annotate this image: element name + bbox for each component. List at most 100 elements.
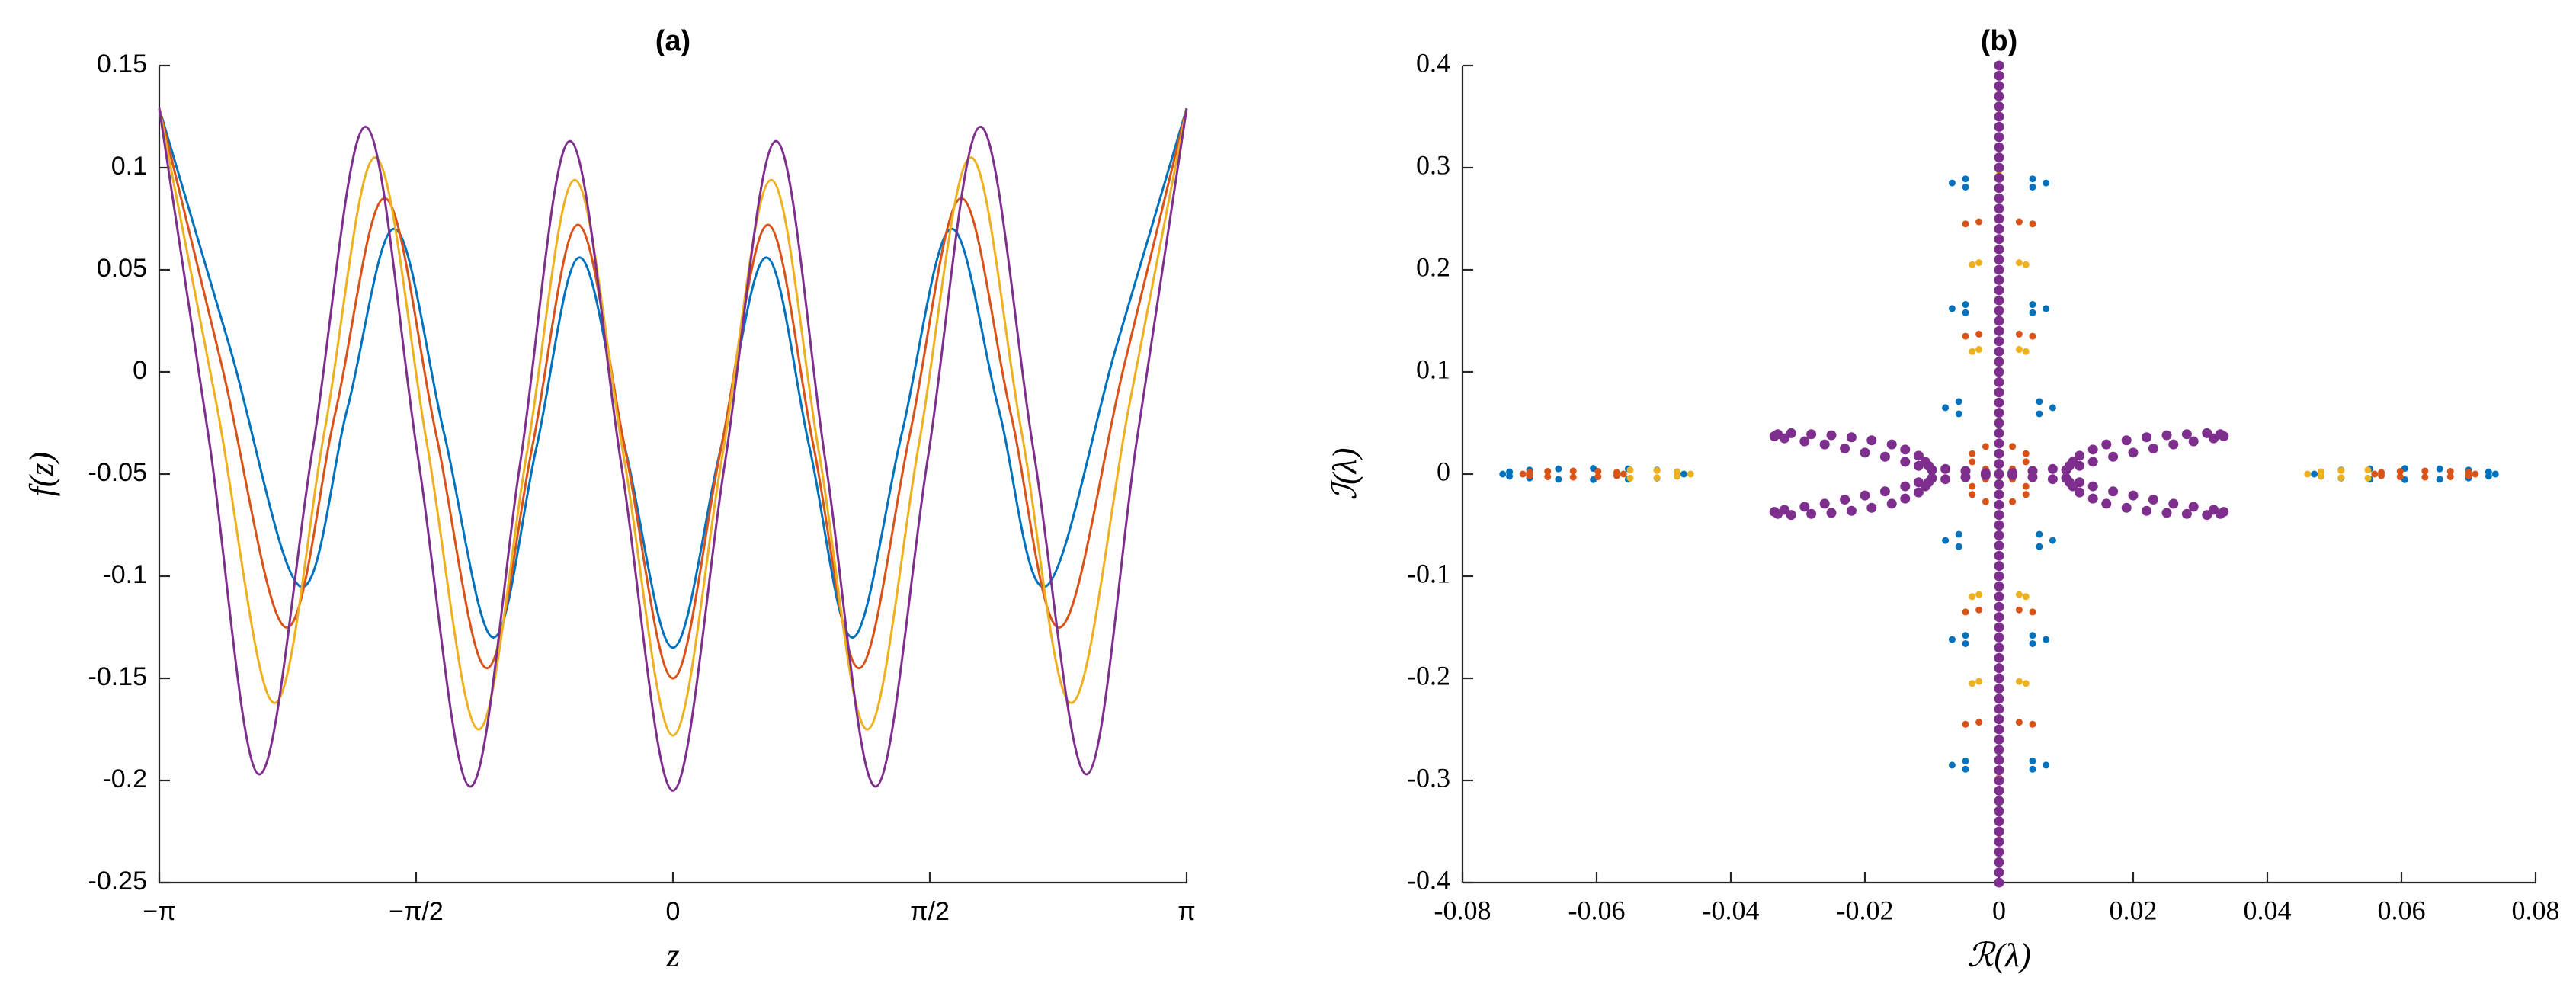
scatter-point [1962,309,1969,316]
scatter-point [2022,680,2030,687]
scatter-point [2075,487,2085,498]
scatter-point [2009,498,2017,505]
scatter-point [1994,775,2004,786]
scatter-point [2029,720,2036,728]
scatter-point [1866,502,1877,513]
scatter-point [2181,508,2192,519]
scatter-point [1626,466,1634,474]
scatter-point [2049,404,2056,412]
scatter-point [1994,285,2004,296]
scatter-point [1994,336,2004,347]
scatter-point [1994,274,2004,285]
scatter-point [1879,451,1890,462]
scatter-point [2188,502,2199,512]
scatter-point [2061,473,2071,483]
scatter-point [1994,132,2004,143]
scatter-point [1769,431,1780,441]
scatter-point [1913,487,1924,498]
scatter-point [1913,477,1924,488]
scatter-point [1994,264,2004,275]
scatter-point [2148,444,2158,453]
scatter-point [2027,472,2038,482]
chart-title: (b) [1981,25,2018,57]
chart-panel: (a) z f(z) −π −π/2 0 π/2 π -0.25 -0.2 -0.15 -0.1 -0.… [23,25,1196,974]
scatter-point [1994,550,2004,561]
scatter-point [2202,428,2212,438]
scatter-point [1969,450,1976,457]
y-tick-label: -0.25 [88,867,148,896]
scatter-point [1994,847,2004,857]
scatter-point [2029,639,2036,647]
scatter-point [1994,703,2004,714]
scatter-point [1942,404,1950,412]
scatter-point [2465,472,2472,479]
scatter-point [2029,765,2036,773]
scatter-point [1955,398,1962,405]
scatter-point [1994,785,2004,796]
scatter-point [1994,530,2004,540]
scatter-point [1994,162,2004,173]
scatter-point [2101,498,2112,509]
scatter-point [2029,632,2036,639]
scatter-point [1994,387,2004,398]
scatter-point [1994,448,2004,459]
scatter-point [1994,591,2004,602]
scatter-point [2446,468,2454,476]
scatter-point [1975,259,1983,267]
y-axis-label: f(z) [23,452,60,497]
scatter-point [2029,183,2036,191]
scatter-point [2128,447,2139,458]
scatter-point [1994,867,2004,878]
y-tick-label: 0.1 [111,152,147,181]
data-line [158,107,1188,649]
scatter-point [1806,429,1817,440]
scatter-point [1879,486,1890,497]
scatter-point [2142,432,2152,443]
scatter-point [1955,543,1962,550]
scatter-point [1994,499,2004,510]
scatter-point [1975,346,1983,354]
scatter-point [1886,498,1897,509]
scatter-point [1994,571,2004,582]
scatter-point [2472,470,2479,478]
scatter-point [2396,473,2404,480]
scatter-point [2075,460,2085,471]
scatter-point [1962,301,1969,309]
scatter-point [2029,758,2036,765]
scatter-point [1994,796,2004,806]
y-tick-label: 0.3 [1416,149,1450,180]
scatter-point [1994,244,2004,255]
scatter-point [1942,537,1950,544]
scatter-point [1900,444,1911,455]
y-tick-label: -0.1 [1407,558,1450,588]
scatter-point [1994,377,2004,387]
scatter-point [2029,608,2036,616]
scatter-point [2043,636,2050,643]
scatter-point [1613,472,1620,479]
scatter-point [1994,121,2004,132]
scatter-point [2022,450,2030,457]
scatter-point [1927,465,1937,476]
scatter-point [2337,466,2345,474]
scatter-point [1994,816,2004,827]
scatter-point [1994,694,2004,704]
scatter-point [1499,470,1507,478]
scatter-point [1962,632,1969,639]
chart-title: (a) [655,25,690,57]
scatter-point [2121,502,2132,513]
scatter-point [1900,493,1911,504]
x-tick-label: π/2 [910,897,950,926]
scatter-point [2188,436,2199,447]
scatter-point [2364,474,2372,482]
scatter-point [1569,473,1577,481]
scatter-point [1994,91,2004,101]
data-line [158,107,1188,680]
scatter-point [1786,428,1796,438]
x-axis-label: ℛ(λ) [1967,937,2030,974]
scatter-point [1526,472,1533,479]
y-tick-label: 0.4 [1416,47,1450,78]
scatter-point [1769,507,1780,518]
scatter-point [2036,543,2043,550]
scatter-point [2121,435,2132,446]
scatter-point [2485,473,2492,480]
